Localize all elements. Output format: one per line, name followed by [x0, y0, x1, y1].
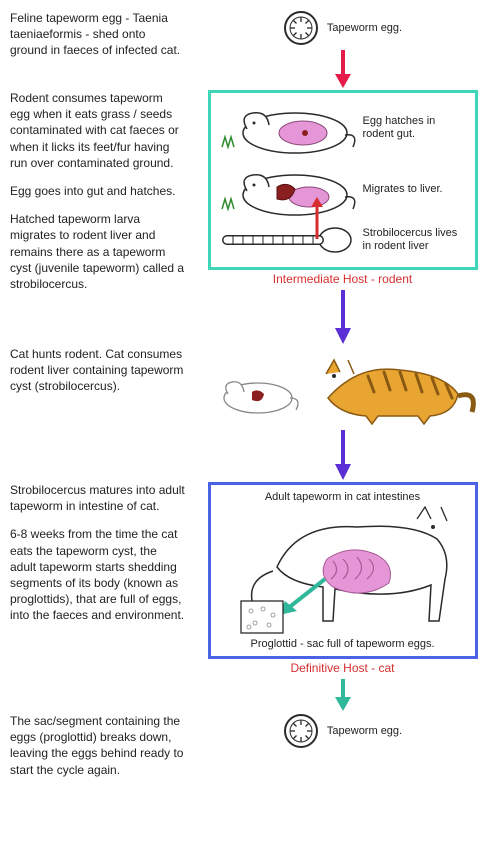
text-p1: Feline tapeworm egg - Taenia taeniaeform…: [10, 10, 185, 59]
text-p6: Strobilocercus matures into adult tapewo…: [10, 482, 185, 514]
text-p3: Egg goes into gut and hatches.: [10, 183, 185, 199]
text-p7: 6-8 weeks from the time the cat eats the…: [10, 526, 185, 623]
rodent-gut-icon: [217, 99, 357, 157]
definitive-caption: Definitive Host - cat: [290, 661, 394, 675]
rodent-hatch-label: Egg hatches in rodent gut.: [363, 115, 469, 141]
cat-hunting-icon: [208, 346, 478, 426]
stage-intermediate: Rodent consumes tapeworm egg when it eat…: [10, 90, 490, 346]
stage-definitive: Strobilocercus matures into adult tapewo…: [10, 482, 490, 713]
intermediate-caption: Intermediate Host - rodent: [273, 272, 412, 286]
rodent-liver-label: Migrates to liver.: [363, 183, 469, 196]
text-p8: The sac/segment containing the eggs (pro…: [10, 713, 185, 778]
arrow-down-red-icon: [332, 48, 354, 88]
text-p5: Cat hunts rodent. Cat consumes rodent li…: [10, 346, 185, 395]
arrow-down-teal-icon: [332, 677, 354, 711]
arrow-up-red-icon: [309, 197, 325, 239]
tapeworm-egg2-icon: [283, 713, 319, 749]
text-p4: Hatched tapeworm larva migrates to roden…: [10, 211, 185, 292]
proglottid-label: Proglottid - sac full of tapeworm eggs.: [217, 638, 469, 650]
stage-egg-end: The sac/segment containing the eggs (pro…: [10, 713, 490, 778]
text-p2: Rodent consumes tapeworm egg when it eat…: [10, 90, 185, 171]
stage-egg: Feline tapeworm egg - Taenia taeniaeform…: [10, 10, 490, 90]
egg-label: Tapeworm egg.: [327, 22, 402, 34]
egg-label-2: Tapeworm egg.: [327, 725, 402, 737]
cat-anatomy-icon: [217, 505, 471, 635]
rodent-liver-icon: [217, 161, 357, 219]
tapeworm-egg-icon: [283, 10, 319, 46]
arrow-down-purple2-icon: [332, 428, 354, 480]
stage-cat-hunts: Cat hunts rodent. Cat consumes rodent li…: [10, 346, 490, 482]
strobilo-label: Strobilocercus lives in rodent liver: [363, 227, 469, 253]
intermediate-host-box: Egg hatches in rodent gut. Migrates to l…: [208, 90, 478, 270]
arrow-down-purple-icon: [332, 288, 354, 344]
definitive-host-box: Adult tapeworm in cat intestines: [208, 482, 478, 659]
adult-tw-label: Adult tapeworm in cat intestines: [217, 491, 469, 503]
strobilocercus-icon: [217, 223, 357, 257]
